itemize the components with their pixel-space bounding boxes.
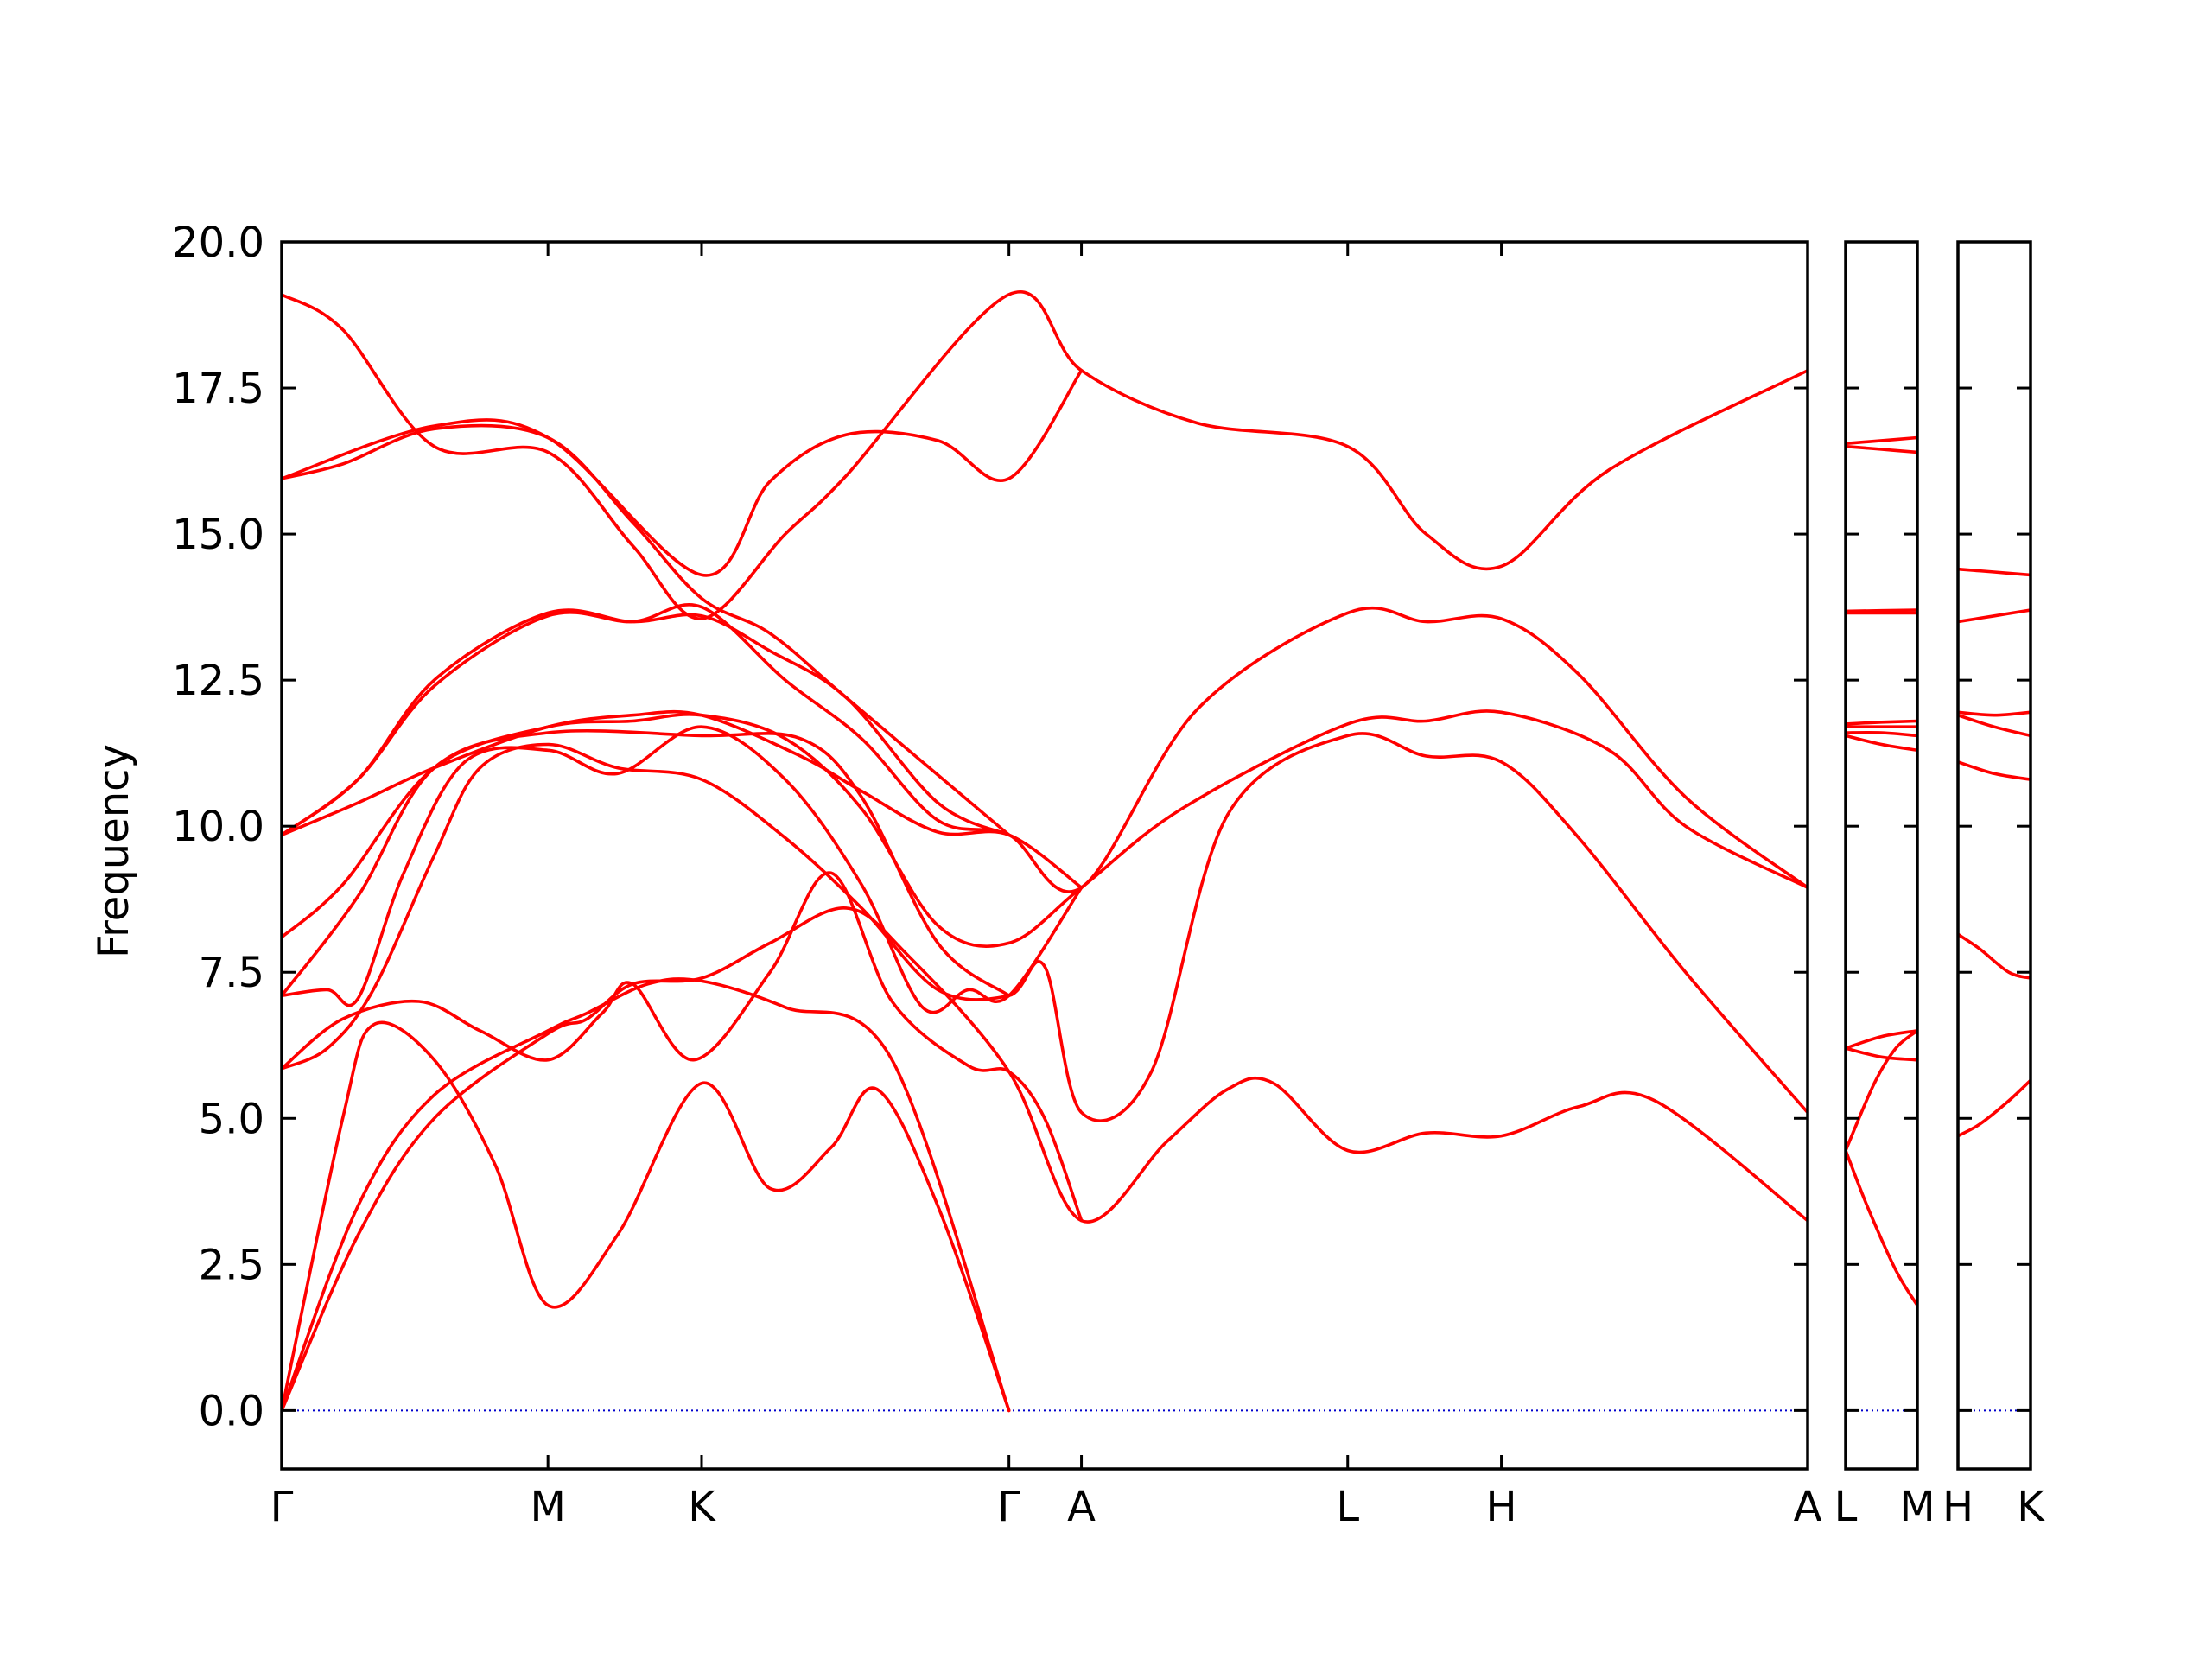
- band-line-1: [1846, 1148, 1917, 1307]
- y-tick-label: 20.0: [172, 219, 264, 267]
- x-tick-label: M: [1899, 1483, 1935, 1531]
- band-line-5: [282, 732, 1808, 1122]
- y-tick-label: 12.5: [172, 657, 264, 705]
- band-line-3: [1846, 1046, 1917, 1062]
- x-tick-label: Γ: [270, 1483, 294, 1531]
- plot-frame: [1844, 240, 1919, 1471]
- band-line-6: [1958, 608, 2031, 624]
- y-tick-label: 10.0: [172, 803, 264, 851]
- band-line-3: [1958, 760, 2031, 781]
- band-line-11: [282, 608, 1011, 837]
- band-line-5: [1958, 710, 2031, 717]
- x-tick-label: L: [1336, 1483, 1359, 1531]
- band-line-6: [282, 725, 1084, 1014]
- panels-layer: 0.02.55.07.510.012.515.017.520.0Γ M K Γ A L H A…: [172, 219, 2045, 1531]
- y-tick-label: 7.5: [199, 949, 264, 997]
- x-tick-label: K: [2017, 1483, 2045, 1531]
- panel-1: 0.02.55.07.510.012.515.017.520.0Γ M K Γ A L H A: [172, 219, 1821, 1531]
- band-line-6: [1846, 730, 1917, 738]
- bands-group: [1846, 435, 1917, 1307]
- band-line-2: [1846, 1029, 1917, 1153]
- band-line-13: [282, 290, 1808, 620]
- band-line-7: [1958, 567, 2031, 577]
- band-line-10: [1846, 608, 1917, 613]
- band-line-9: [282, 709, 1084, 889]
- x-tick-label: A: [1067, 1483, 1096, 1531]
- x-tick-label: Γ: [997, 1483, 1020, 1531]
- x-tick-label: K: [688, 1483, 716, 1531]
- band-line-5: [1846, 734, 1917, 753]
- band-line-4: [1846, 1029, 1917, 1050]
- band-line-12: [1846, 435, 1917, 446]
- y-tick-label: 5.0: [199, 1095, 264, 1143]
- x-tick-label: L: [1834, 1483, 1858, 1531]
- band-line-14: [282, 369, 1084, 577]
- plot-frame: [280, 240, 1809, 1471]
- x-tick-label: H: [1486, 1483, 1517, 1531]
- band-line-11: [1846, 444, 1917, 454]
- x-tick-label: M: [530, 1483, 565, 1531]
- band-line-8: [1846, 719, 1917, 726]
- y-tick-label: 15.0: [172, 511, 264, 559]
- band-line-2: [1958, 932, 2031, 980]
- band-line-4: [282, 871, 1084, 1223]
- bands-group: [1958, 567, 2031, 1138]
- band-line-2: [282, 977, 1011, 1413]
- band-line-7: [282, 728, 1011, 998]
- x-tick-label: A: [1794, 1483, 1822, 1531]
- band-line-3: [282, 1020, 1011, 1413]
- y-axis-label: Frequency: [90, 744, 138, 958]
- band-line-4: [1958, 713, 2031, 738]
- plot-frame: [1956, 240, 2032, 1471]
- band-line-1: [1958, 1078, 2031, 1138]
- y-tick-label: 2.5: [199, 1241, 264, 1289]
- band-line-12: [282, 423, 1011, 837]
- x-tick-label: H: [1942, 1483, 1974, 1531]
- y-tick-label: 17.5: [172, 365, 264, 413]
- y-tick-label: 0.0: [199, 1387, 264, 1435]
- band-line-1: [282, 906, 1808, 1413]
- bands-group: [282, 290, 1808, 1413]
